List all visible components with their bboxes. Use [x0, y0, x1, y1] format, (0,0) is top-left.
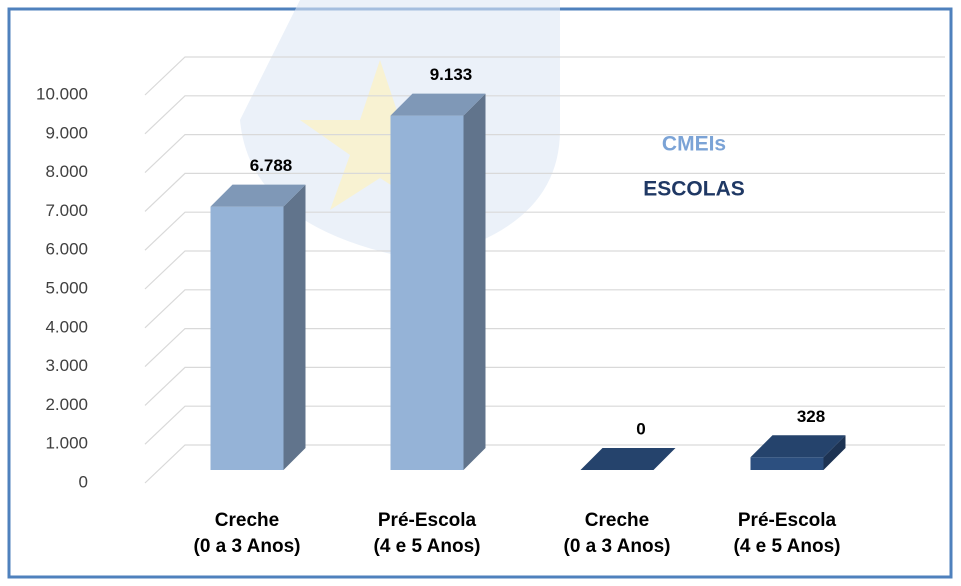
bar-front: [210, 206, 284, 470]
grid-line: [144, 172, 945, 212]
grid-line: [144, 328, 945, 368]
grid-line: [144, 56, 945, 96]
x-tick-label: Pré-Escola (4 e 5 Anos): [733, 510, 841, 557]
bar-front: [750, 457, 824, 470]
y-tick-label: 3.000: [45, 356, 88, 375]
y-tick-label: 5.000: [45, 278, 88, 297]
x-tick-label: Creche (0 a 3 Anos): [563, 510, 671, 557]
grid-line: [144, 289, 945, 329]
bar-top: [390, 93, 486, 116]
x-tick-label: Pré-Escola (4 e 5 Anos): [373, 510, 481, 557]
bar-side: [463, 93, 486, 471]
grid-line: [144, 405, 945, 445]
grid-line: [144, 444, 945, 484]
bar: [750, 435, 846, 470]
bar-top: [210, 184, 306, 207]
y-tick-label: 8.000: [45, 162, 88, 181]
bar-top: [750, 435, 846, 458]
bar: [210, 184, 306, 470]
y-tick-label: 10.000: [36, 84, 88, 103]
bar-front: [390, 115, 464, 471]
grid-line: [144, 366, 945, 406]
y-tick-label: 1.000: [45, 434, 88, 453]
y-tick-label: 0: [79, 472, 88, 491]
bar: [390, 93, 486, 471]
legend-entry: ESCOLAS: [643, 178, 745, 201]
data-label: 328: [797, 407, 825, 426]
y-tick-label: 2.000: [45, 395, 88, 414]
bar: [580, 448, 676, 470]
y-tick-label: 4.000: [45, 317, 88, 336]
y-tick-label: 9.000: [45, 123, 88, 142]
x-tick-label: Creche (0 a 3 Anos): [193, 510, 301, 557]
grid-line: [144, 250, 945, 290]
bar-top: [580, 448, 676, 470]
bar-side: [283, 184, 306, 470]
bar-side: [823, 435, 846, 470]
y-tick-label: 6.000: [45, 240, 88, 259]
data-label: 6.788: [250, 156, 293, 175]
data-label: 0: [636, 419, 645, 438]
grid-line: [144, 95, 945, 135]
legend-entry: CMEIs: [662, 133, 726, 156]
data-label: 9.133: [430, 65, 473, 84]
y-tick-label: 7.000: [45, 201, 88, 220]
grid-line: [144, 134, 945, 174]
grid-line: [144, 211, 945, 251]
